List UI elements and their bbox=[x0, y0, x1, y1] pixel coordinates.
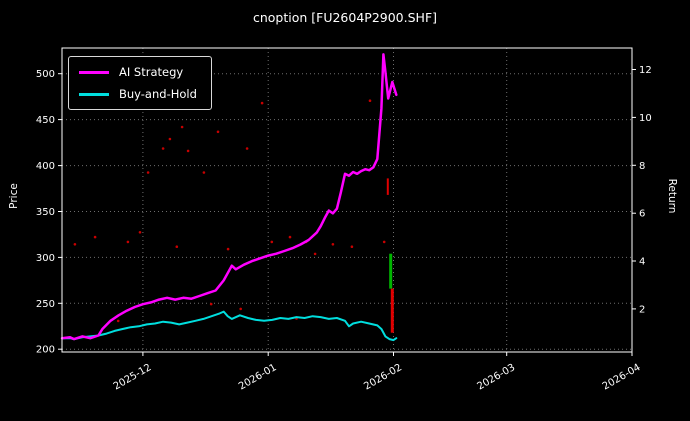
legend-item-ai-strategy: AI Strategy bbox=[79, 65, 197, 79]
legend-label-ai-strategy: AI Strategy bbox=[119, 65, 184, 79]
y-left-tick-label: 300 bbox=[36, 253, 55, 264]
tick-labels: 200 250 300 350 400 450 500 2 4 6 8 10 12 2025-12 2026… bbox=[36, 65, 652, 392]
y-right-tick-label: 4 bbox=[639, 257, 645, 268]
right-axis-label: Return bbox=[666, 178, 678, 214]
legend-item-buy-and-hold: Buy-and-Hold bbox=[79, 87, 197, 101]
x-tick-label: 2026-02 bbox=[362, 362, 404, 392]
y-left-tick-label: 250 bbox=[36, 299, 55, 310]
y-right-tick-label: 2 bbox=[639, 304, 645, 315]
signal-bars bbox=[386, 178, 394, 333]
y-left-tick-label: 200 bbox=[36, 345, 55, 356]
x-tick-label: 2026-03 bbox=[476, 362, 518, 392]
trade-return-scatter bbox=[73, 99, 386, 323]
buy-and-hold-line-swatch bbox=[79, 92, 109, 96]
buy-and-hold-line bbox=[61, 310, 398, 342]
x-tick-label: 2026-04 bbox=[601, 362, 643, 392]
plot-frame bbox=[61, 47, 633, 353]
y-left-tick-label: 350 bbox=[36, 207, 55, 218]
legend-label-buy-and-hold: Buy-and-Hold bbox=[119, 87, 197, 101]
tick-marks bbox=[58, 69, 636, 356]
y-right-tick-label: 6 bbox=[639, 209, 645, 220]
x-tick-label: 2025-12 bbox=[112, 362, 154, 392]
left-axis-label: Price bbox=[8, 183, 20, 209]
x-tick-label: 2026-01 bbox=[237, 362, 279, 392]
ai-strategy-line bbox=[60, 53, 398, 341]
chart-title: cnoption [FU2604P2900.SHF] bbox=[252, 10, 438, 25]
y-left-tick-label: 450 bbox=[36, 115, 55, 126]
y-right-tick-label: 10 bbox=[639, 113, 652, 124]
y-right-tick-label: 8 bbox=[639, 161, 645, 172]
y-left-tick-label: 500 bbox=[36, 69, 55, 80]
ai-strategy-line-swatch bbox=[79, 70, 109, 74]
legend: AI Strategy Buy-and-Hold bbox=[68, 56, 212, 110]
y-left-tick-label: 400 bbox=[36, 161, 55, 172]
y-right-tick-label: 12 bbox=[639, 65, 652, 76]
